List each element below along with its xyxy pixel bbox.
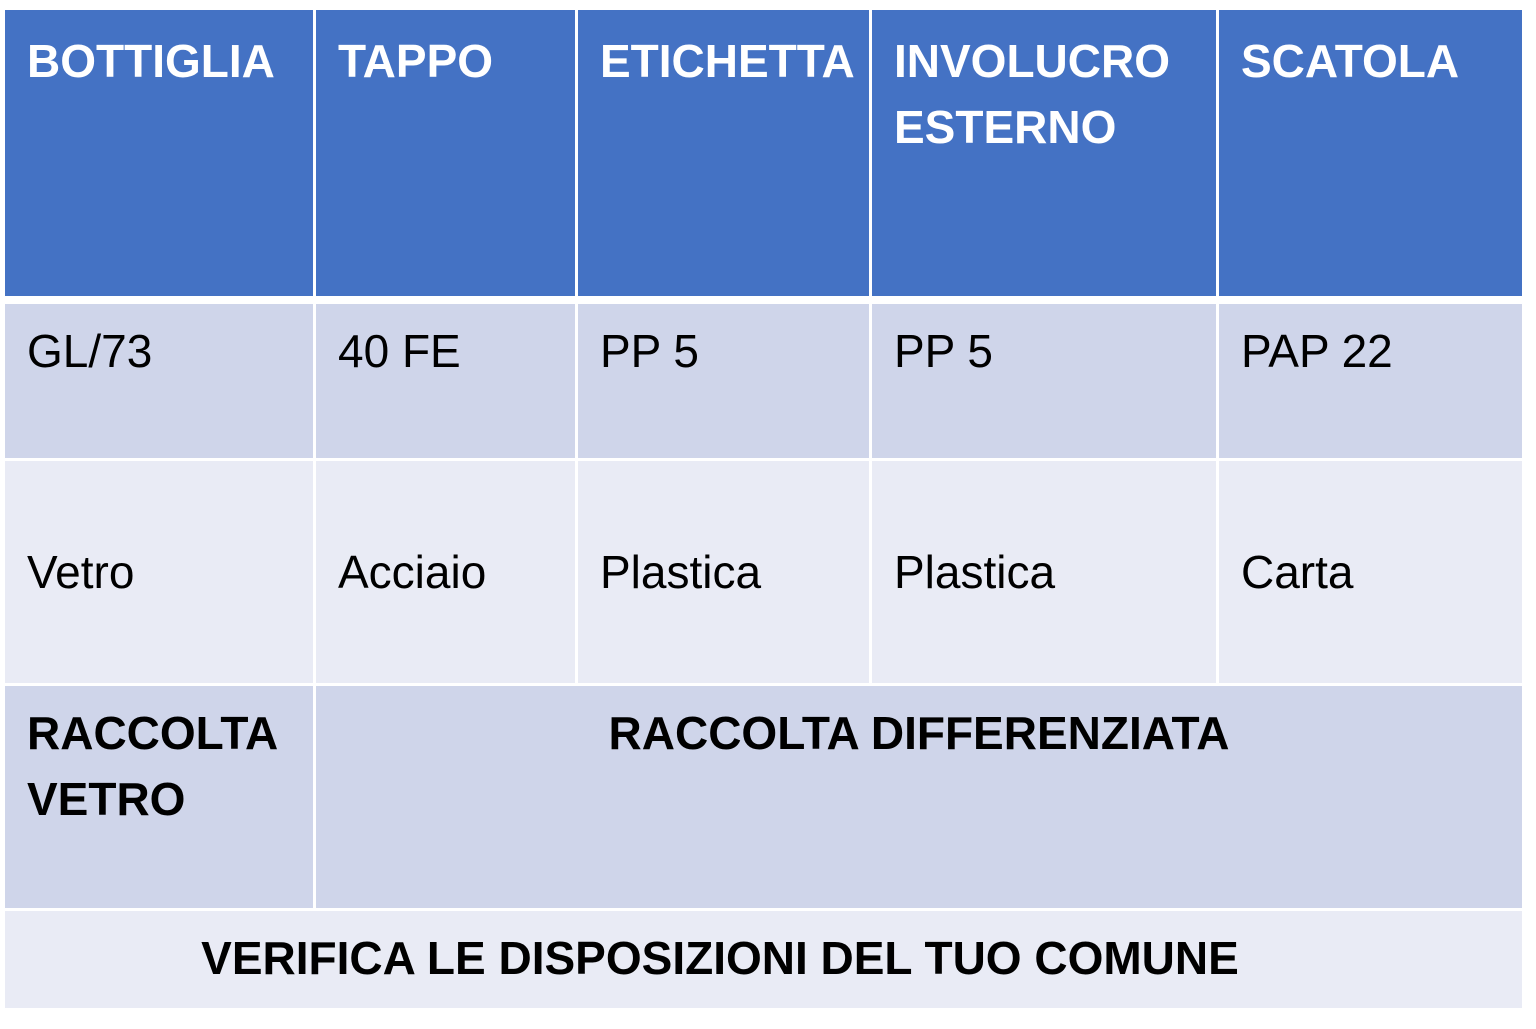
header-cell: ETICHETTA [578, 10, 869, 296]
footer-note: VERIFICA LE DISPOSIZIONI DEL TUO COMUNE [5, 911, 1435, 1008]
code-cell: GL/73 [5, 304, 313, 458]
material-cell: Vetro [5, 461, 313, 683]
material-cell: Plastica [872, 461, 1216, 683]
code-cell: PAP 22 [1219, 304, 1522, 458]
code-cell: PP 5 [872, 304, 1216, 458]
collection-glass-cell: RACCOLTA VETRO [5, 686, 313, 908]
footer-fill [1430, 911, 1522, 1008]
material-cell: Acciaio [316, 461, 575, 683]
material-cell: Plastica [578, 461, 869, 683]
header-cell: INVOLUCRO ESTERNO [872, 10, 1216, 296]
material-cell: Carta [1219, 461, 1522, 683]
header-cell: SCATOLA [1219, 10, 1522, 296]
header-cell: BOTTIGLIA [5, 10, 313, 296]
header-cell: TAPPO [316, 10, 575, 296]
code-cell: PP 5 [578, 304, 869, 458]
collection-separate-cell: RACCOLTA DIFFERENZIATA [316, 686, 1522, 908]
code-cell: 40 FE [316, 304, 575, 458]
